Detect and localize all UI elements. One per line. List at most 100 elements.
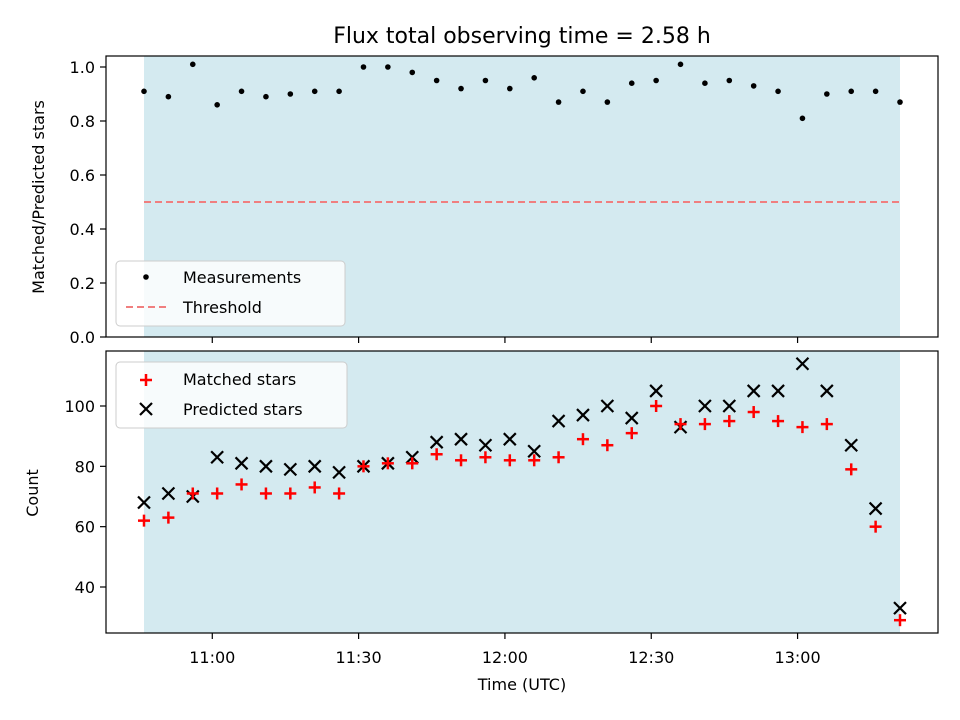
measurement-point — [263, 93, 269, 100]
matched-point — [479, 451, 492, 464]
legend-label-threshold: Threshold — [182, 298, 262, 317]
matched-point — [601, 439, 614, 452]
predicted-point — [283, 462, 298, 477]
measurement-point — [555, 99, 562, 105]
matched-point — [845, 463, 858, 476]
measurement-point — [433, 77, 440, 84]
panel-counts: 40 60 80 100 11:00 11:30 12:00 12:30 13:00 Coun… — [23, 350, 939, 694]
matched-point — [552, 451, 565, 464]
predicted-point — [307, 459, 322, 474]
x-axis-ticks — [211, 337, 799, 343]
measurement-point — [336, 88, 342, 95]
predicted-point — [259, 459, 273, 474]
predicted-point — [820, 384, 834, 398]
x-axis-ticks: 11:00 11:30 12:00 12:30 13:00 — [189, 633, 821, 667]
legend: Measurements Threshold — [115, 260, 346, 327]
legend-box — [115, 361, 348, 429]
measurement-points — [141, 61, 903, 122]
legend-marker-predicted — [139, 402, 153, 416]
matched-point — [333, 487, 346, 500]
measurement-point — [653, 77, 659, 84]
matched-point — [259, 487, 272, 500]
axes-frame — [105, 350, 939, 634]
legend-marker-matched — [140, 374, 152, 386]
matched-point — [747, 406, 760, 419]
matched-point — [528, 454, 541, 467]
predicted-point — [893, 601, 907, 615]
matched-point — [186, 487, 199, 500]
matched-point — [796, 421, 809, 434]
predicted-point — [722, 399, 737, 413]
matched-point — [772, 415, 785, 428]
predicted-point — [600, 399, 615, 413]
predicted-point — [746, 384, 761, 398]
y-tick-label: 80 — [75, 457, 95, 476]
y-tick-label: 0.8 — [70, 112, 95, 131]
matched-point — [284, 487, 297, 500]
measurement-point — [897, 99, 903, 105]
matched-point — [625, 427, 638, 440]
y-tick-label: 0.4 — [70, 220, 95, 239]
matched-point — [138, 514, 150, 527]
x-tick-label: 11:00 — [189, 648, 235, 667]
matched-point — [430, 448, 443, 461]
matched-point — [820, 418, 833, 431]
measurement-point — [872, 88, 879, 95]
y-tick-label: 0.2 — [70, 274, 95, 293]
matched-point — [406, 457, 419, 470]
x-tick-label: 12:00 — [482, 648, 528, 667]
measurement-point — [702, 80, 708, 86]
predicted-point — [868, 501, 883, 516]
legend: Matched stars Predicted stars — [115, 361, 348, 429]
legend-label-measurements: Measurements — [183, 268, 301, 287]
y-tick-label: 1.0 — [70, 58, 95, 77]
measurement-point — [189, 61, 196, 68]
matched-point — [894, 614, 906, 627]
matched-point — [869, 520, 882, 533]
measurement-point — [677, 61, 684, 68]
matched-point — [308, 481, 321, 494]
predicted-point — [332, 465, 346, 480]
measurement-point — [531, 75, 537, 81]
measurement-point — [165, 93, 172, 100]
measurement-point — [799, 115, 806, 122]
legend-box — [115, 260, 346, 327]
matched-point — [698, 418, 711, 431]
measurement-point — [214, 102, 220, 108]
measurement-point — [360, 64, 367, 70]
predicted-point — [576, 408, 590, 422]
predicted-point — [234, 456, 249, 471]
predicted-point — [429, 435, 444, 449]
measurement-point — [750, 83, 757, 89]
count-points — [137, 356, 907, 627]
x-tick-label: 13:00 — [775, 648, 821, 667]
x-axis-label: Time (UTC) — [477, 675, 566, 694]
matched-point — [674, 418, 687, 431]
predicted-point — [649, 384, 663, 398]
y-axis-label: Count — [23, 469, 42, 517]
predicted-point — [844, 438, 859, 452]
y-tick-label: 0.0 — [70, 328, 95, 347]
predicted-point — [698, 399, 712, 413]
measurement-point — [287, 91, 294, 97]
measurement-point — [580, 88, 586, 95]
predicted-point — [503, 432, 517, 446]
predicted-point — [405, 450, 420, 465]
matched-point — [455, 454, 468, 467]
legend-marker-measurements — [143, 274, 149, 280]
y-axis-ticks: 40 60 80 100 — [64, 397, 106, 597]
measurement-point — [385, 64, 391, 70]
legend-label-matched: Matched stars — [183, 370, 296, 389]
legend-label-predicted: Predicted stars — [183, 400, 303, 419]
matched-point — [162, 511, 175, 524]
matched-point — [235, 478, 248, 491]
predicted-point — [771, 384, 785, 398]
measurement-point — [848, 88, 855, 95]
matched-point — [650, 400, 663, 412]
predicted-point — [210, 450, 224, 465]
predicted-point — [161, 486, 176, 501]
measurement-point — [824, 91, 830, 97]
x-tick-label: 11:30 — [336, 648, 382, 667]
measurement-point — [507, 85, 513, 92]
measurement-point — [141, 88, 147, 95]
